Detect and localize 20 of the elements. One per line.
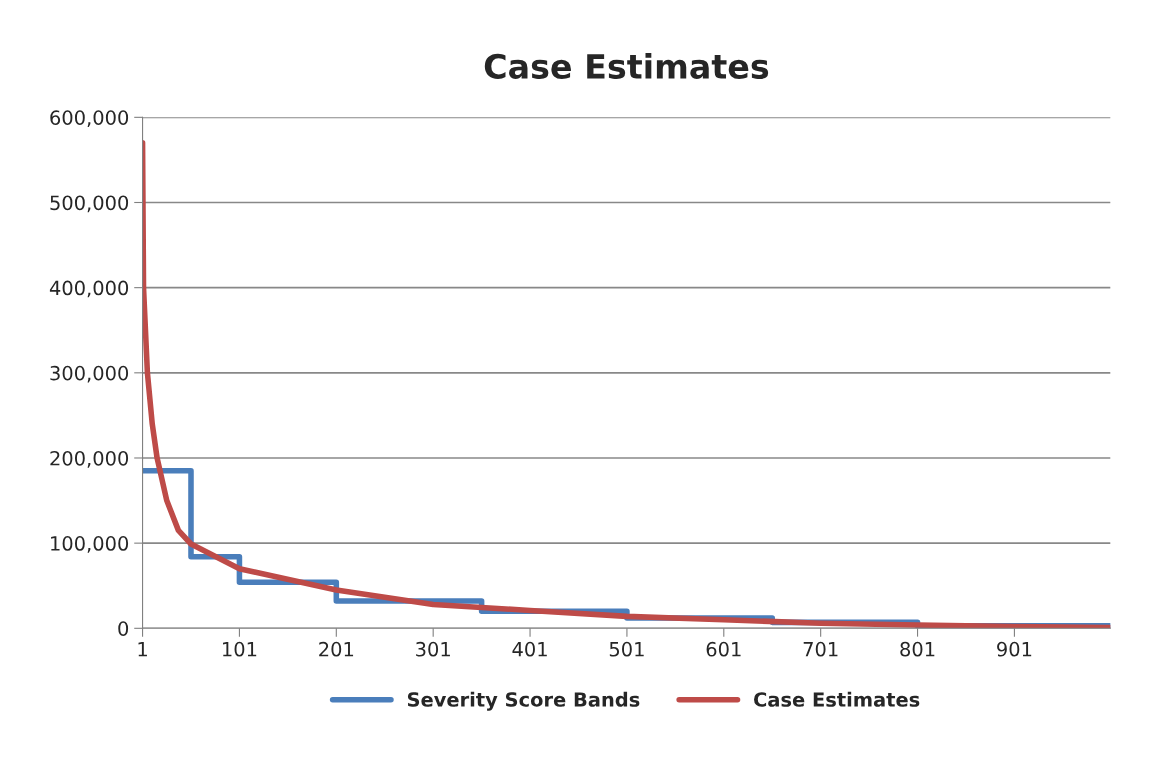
y-tick-label: 100,000 — [51, 536, 129, 553]
y-tick-label: 300,000 — [50, 365, 129, 383]
y-tick-label: 0 — [118, 621, 129, 636]
x-tick-label: 701 — [803, 641, 838, 657]
x-tick-label: 501 — [609, 641, 644, 657]
x-tick-label: 401 — [512, 641, 547, 657]
x-tick-label: 301 — [416, 641, 450, 657]
x-tick-label: 1 — [138, 642, 147, 657]
chart-title: Case Estimates — [484, 53, 769, 79]
y-tick-label: 400,000 — [49, 280, 129, 298]
x-tick-label: 901 — [997, 641, 1032, 657]
x-tick-label: 601 — [706, 641, 741, 657]
x-tick-label: 101 — [223, 641, 257, 657]
y-tick-label: 500,000 — [50, 195, 129, 213]
legend-label: Severity Score Bands — [407, 691, 640, 711]
y-tick-label: 600,000 — [50, 110, 129, 127]
y-tick-label: 200,000 — [50, 450, 129, 468]
x-tick-label: 201 — [319, 641, 354, 657]
x-tick-label: 801 — [900, 641, 935, 657]
legend-label: Case Estimates — [754, 691, 920, 707]
